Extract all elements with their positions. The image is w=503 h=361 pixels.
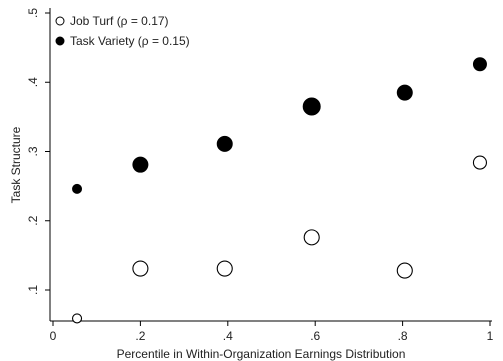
x-tick-label: .6 [310, 329, 320, 343]
x-axis-label: Percentile in Within-Organization Earnin… [117, 347, 406, 361]
y-tick-label: .2 [26, 215, 40, 225]
job-turf-point [303, 229, 320, 246]
task-variety-point [132, 156, 149, 173]
y-tick-label: .3 [26, 146, 40, 156]
legend-label-task-variety: Task Variety (ρ = 0.15) [70, 34, 190, 48]
task-variety-point [72, 183, 83, 194]
legend-item-job-turf: Job Turf (ρ = 0.17) [55, 14, 169, 28]
task-variety-point [472, 57, 487, 72]
job-turf-point [71, 313, 83, 324]
y-tick-label: .1 [26, 285, 40, 295]
x-tick-label: .2 [135, 329, 145, 343]
legend-label-job-turf: Job Turf (ρ = 0.17) [70, 14, 169, 28]
x-tick-label: .4 [223, 329, 233, 343]
data-points [71, 57, 487, 324]
job-turf-point [396, 262, 413, 279]
x-tick-label: 0 [50, 329, 57, 343]
y-axis-label: Task Structure [9, 126, 23, 203]
task-variety-point [302, 97, 321, 116]
legend-marker-filled [55, 36, 65, 46]
x-tick-label: .8 [398, 329, 408, 343]
x-tick-label: 1 [487, 329, 494, 343]
legend: Job Turf (ρ = 0.17) Task Variety (ρ = 0.… [55, 14, 190, 48]
job-turf-point [216, 260, 233, 277]
task-variety-point [396, 84, 413, 101]
legend-marker-hollow [55, 16, 65, 26]
y-axis-ticks: .1 .2 .3 .4 .5 [26, 8, 50, 295]
task-variety-point [216, 135, 233, 152]
chart-axes [49, 8, 492, 322]
y-tick-label: .5 [26, 8, 40, 18]
job-turf-point [132, 260, 149, 277]
legend-item-task-variety: Task Variety (ρ = 0.15) [55, 34, 190, 48]
y-tick-label: .4 [26, 77, 40, 87]
x-axis-ticks: 0 .2 .4 .6 .8 1 [50, 321, 494, 343]
job-turf-point [472, 155, 487, 170]
